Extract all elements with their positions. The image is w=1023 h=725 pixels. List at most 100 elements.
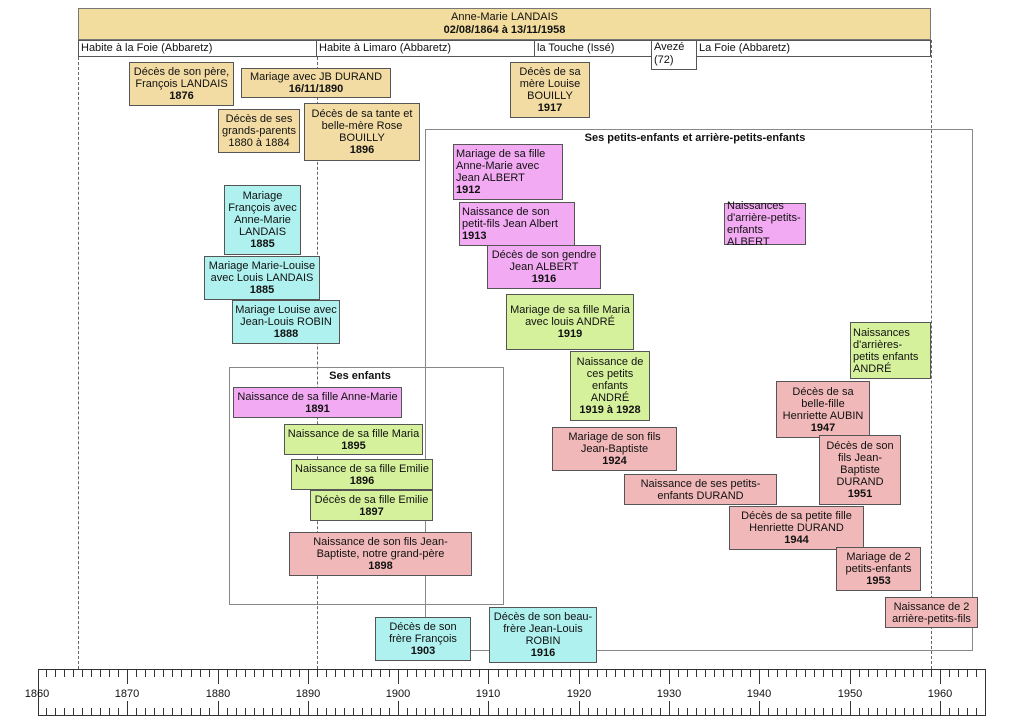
event-grandparents-death: Décès de ses grands-parents 1880 à 1884 xyxy=(218,109,300,153)
minor-tick xyxy=(705,670,706,677)
minor-tick xyxy=(967,708,968,715)
minor-tick xyxy=(317,670,318,677)
minor-tick xyxy=(109,708,110,715)
minor-tick xyxy=(606,670,607,677)
event-albert-great-grandchildren: Naissances d'arrière-petits-enfants ALBE… xyxy=(724,200,806,248)
minor-tick xyxy=(299,670,300,677)
event-year: 1912 xyxy=(456,184,481,196)
event-year: 1916 xyxy=(531,273,557,285)
minor-tick xyxy=(768,670,769,677)
minor-tick xyxy=(181,670,182,677)
minor-tick xyxy=(552,708,553,715)
event-text: Naissance de son petit-fils Jean Albert xyxy=(462,206,558,230)
minor-tick xyxy=(64,670,65,677)
marriage-line xyxy=(317,57,318,669)
minor-tick xyxy=(868,670,869,677)
minor-tick xyxy=(561,708,562,715)
minor-tick xyxy=(181,708,182,715)
minor-tick xyxy=(823,708,824,715)
event-text: Décès de sa mère Louise BOUILLY xyxy=(519,66,581,102)
event-year: 16/11/1890 xyxy=(288,83,344,95)
minor-tick xyxy=(145,708,146,715)
minor-tick xyxy=(841,708,842,715)
person-name: Anne-Marie LANDAIS xyxy=(451,11,558,23)
minor-tick xyxy=(498,670,499,677)
minor-tick xyxy=(443,670,444,677)
event-marriage-jb-durand: Mariage avec JB DURAND 16/11/1890 xyxy=(241,68,391,98)
minor-tick xyxy=(452,708,453,715)
event-text: Décès de son gendre Jean ALBERT xyxy=(491,249,597,273)
minor-tick xyxy=(416,708,417,715)
minor-tick xyxy=(82,670,83,677)
minor-tick xyxy=(227,708,228,715)
year-label: 1870 xyxy=(114,688,140,700)
event-year: 1953 xyxy=(866,575,891,587)
minor-tick xyxy=(624,670,625,677)
minor-tick xyxy=(209,708,210,715)
minor-tick xyxy=(263,708,264,715)
major-tick xyxy=(669,701,670,715)
minor-tick xyxy=(82,708,83,715)
minor-tick xyxy=(624,708,625,715)
minor-tick xyxy=(91,708,92,715)
minor-tick xyxy=(841,670,842,677)
minor-tick xyxy=(281,708,282,715)
minor-tick xyxy=(741,708,742,715)
event-birth-maria: Naissance de sa fille Maria 1895 xyxy=(284,424,423,455)
event-year: 1896 xyxy=(349,474,375,487)
event-year: 1888 xyxy=(273,328,299,340)
minor-tick xyxy=(371,670,372,677)
minor-tick xyxy=(362,670,363,677)
event-text: Naissance de ces petits enfants ANDRÉ xyxy=(576,356,644,404)
minor-tick xyxy=(886,670,887,677)
event-text: Décès de sa belle-fille Henriette AUBIN xyxy=(782,385,864,422)
event-year: 1944 xyxy=(784,534,809,546)
minor-tick xyxy=(615,670,616,677)
minor-tick xyxy=(642,670,643,677)
event-year: 1891 xyxy=(305,402,330,415)
minor-tick xyxy=(967,670,968,677)
event-text: Décès de son beau-frère Jean-Louis ROBIN xyxy=(493,611,593,647)
timeline-title: Anne-Marie LANDAIS 02/08/1864 à 13/11/19… xyxy=(78,8,931,40)
minor-tick xyxy=(245,670,246,677)
minor-tick xyxy=(191,708,192,715)
minor-tick xyxy=(326,708,327,715)
major-tick xyxy=(218,670,219,684)
minor-tick xyxy=(470,708,471,715)
major-tick xyxy=(127,670,128,684)
event-text: Décès de son père, François LANDAIS xyxy=(133,66,230,90)
major-tick xyxy=(850,670,851,684)
year-label: 1910 xyxy=(475,688,501,700)
minor-tick xyxy=(606,708,607,715)
minor-tick xyxy=(796,708,797,715)
minor-tick xyxy=(922,670,923,677)
event-year: 1951 xyxy=(847,488,873,500)
event-birth-jean-albert: Naissance de son petit-fils Jean Albert 1… xyxy=(459,202,575,246)
event-year: 1919 xyxy=(557,328,583,340)
minor-tick xyxy=(588,670,589,677)
minor-tick xyxy=(100,708,101,715)
minor-tick xyxy=(814,708,815,715)
minor-tick xyxy=(434,670,435,677)
minor-tick xyxy=(479,708,480,715)
minor-tick xyxy=(877,708,878,715)
minor-tick xyxy=(768,708,769,715)
minor-tick xyxy=(949,708,950,715)
minor-tick xyxy=(118,708,119,715)
minor-tick xyxy=(796,670,797,677)
major-tick xyxy=(579,701,580,715)
minor-tick xyxy=(886,708,887,715)
event-death-jean-albert: Décès de son gendre Jean ALBERT 1916 xyxy=(487,245,601,289)
minor-tick xyxy=(254,670,255,677)
event-year: 1916 xyxy=(530,647,556,659)
minor-tick xyxy=(895,670,896,677)
major-tick xyxy=(218,701,219,715)
event-text: Décès de sa fille Emilie xyxy=(314,493,429,506)
major-tick xyxy=(488,701,489,715)
minor-tick xyxy=(281,670,282,677)
event-year: 1895 xyxy=(341,439,366,452)
minor-tick xyxy=(588,708,589,715)
minor-tick xyxy=(326,670,327,677)
major-tick xyxy=(579,670,580,684)
year-label: 1950 xyxy=(837,688,863,700)
